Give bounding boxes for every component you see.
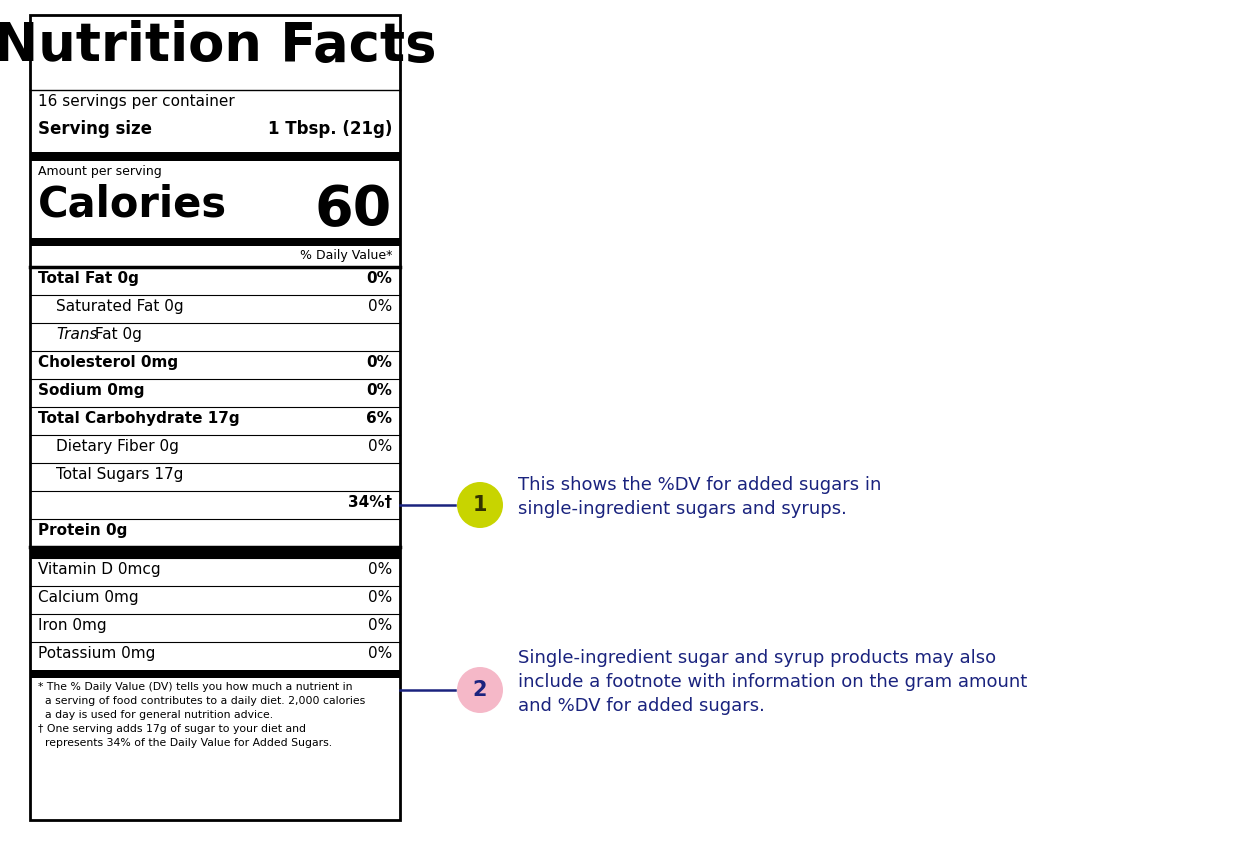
Text: a day is used for general nutrition advice.: a day is used for general nutrition advi… [38, 710, 273, 720]
Text: 34%†: 34%† [348, 495, 392, 510]
Text: * The % Daily Value (DV) tells you how much a nutrient in: * The % Daily Value (DV) tells you how m… [38, 682, 352, 692]
Bar [30, 152, 400, 161]
Text: 0%: 0% [367, 646, 392, 661]
Bar [30, 549, 400, 558]
Text: 0%: 0% [366, 383, 392, 398]
Text: Dietary Fiber 0g: Dietary Fiber 0g [56, 439, 179, 454]
Text: † One serving adds 17g of sugar to your diet and: † One serving adds 17g of sugar to your … [38, 724, 306, 734]
Text: Nutrition Facts: Nutrition Facts [0, 20, 436, 72]
Text: 16 servings per container: 16 servings per container [38, 94, 234, 109]
Text: represents 34% of the Daily Value for Added Sugars.: represents 34% of the Daily Value for Ad… [38, 738, 332, 748]
Text: Trans: Trans [56, 327, 98, 342]
Text: Amount per serving: Amount per serving [38, 165, 162, 178]
Text: Cholesterol 0mg: Cholesterol 0mg [38, 355, 178, 370]
Text: 0%: 0% [366, 271, 392, 286]
Text: Iron 0mg: Iron 0mg [38, 618, 107, 633]
Text: Sodium 0mg: Sodium 0mg [38, 383, 144, 398]
Text: Total Sugars 17g: Total Sugars 17g [56, 467, 183, 482]
Text: Serving size: Serving size [38, 120, 152, 138]
Text: 0%: 0% [367, 299, 392, 314]
Text: Saturated Fat 0g: Saturated Fat 0g [56, 299, 184, 314]
Text: Protein 0g: Protein 0g [38, 523, 128, 538]
Text: Calories: Calories [38, 183, 227, 225]
Bar [30, 15, 400, 820]
Text: 0%: 0% [367, 562, 392, 577]
Circle shape [457, 667, 502, 713]
Circle shape [457, 482, 502, 528]
Text: % Daily Value*: % Daily Value* [299, 249, 392, 262]
Text: Single-ingredient sugar and syrup products may also
include a footnote with info: Single-ingredient sugar and syrup produc… [517, 649, 1027, 715]
Text: 0%: 0% [367, 618, 392, 633]
Text: Vitamin D 0mcg: Vitamin D 0mcg [38, 562, 160, 577]
Text: Total Fat 0g: Total Fat 0g [38, 271, 139, 286]
Bar [30, 238, 400, 246]
Text: Potassium 0mg: Potassium 0mg [38, 646, 155, 661]
Text: 1: 1 [472, 495, 487, 515]
Text: 0%: 0% [367, 439, 392, 454]
Text: 0%: 0% [366, 355, 392, 370]
Text: a serving of food contributes to a daily diet. 2,000 calories: a serving of food contributes to a daily… [38, 696, 366, 706]
Text: 60: 60 [315, 183, 392, 237]
Text: 1 Tbsp. (21g): 1 Tbsp. (21g) [268, 120, 392, 138]
Text: Fat 0g: Fat 0g [90, 327, 142, 342]
Bar [30, 670, 400, 678]
Text: Calcium 0mg: Calcium 0mg [38, 590, 139, 605]
Text: This shows the %DV for added sugars in
single-ingredient sugars and syrups.: This shows the %DV for added sugars in s… [517, 476, 881, 518]
Text: 2: 2 [472, 680, 487, 700]
Text: Total Carbohydrate 17g: Total Carbohydrate 17g [38, 411, 239, 426]
Text: 0%: 0% [367, 590, 392, 605]
Text: 6%: 6% [366, 411, 392, 426]
